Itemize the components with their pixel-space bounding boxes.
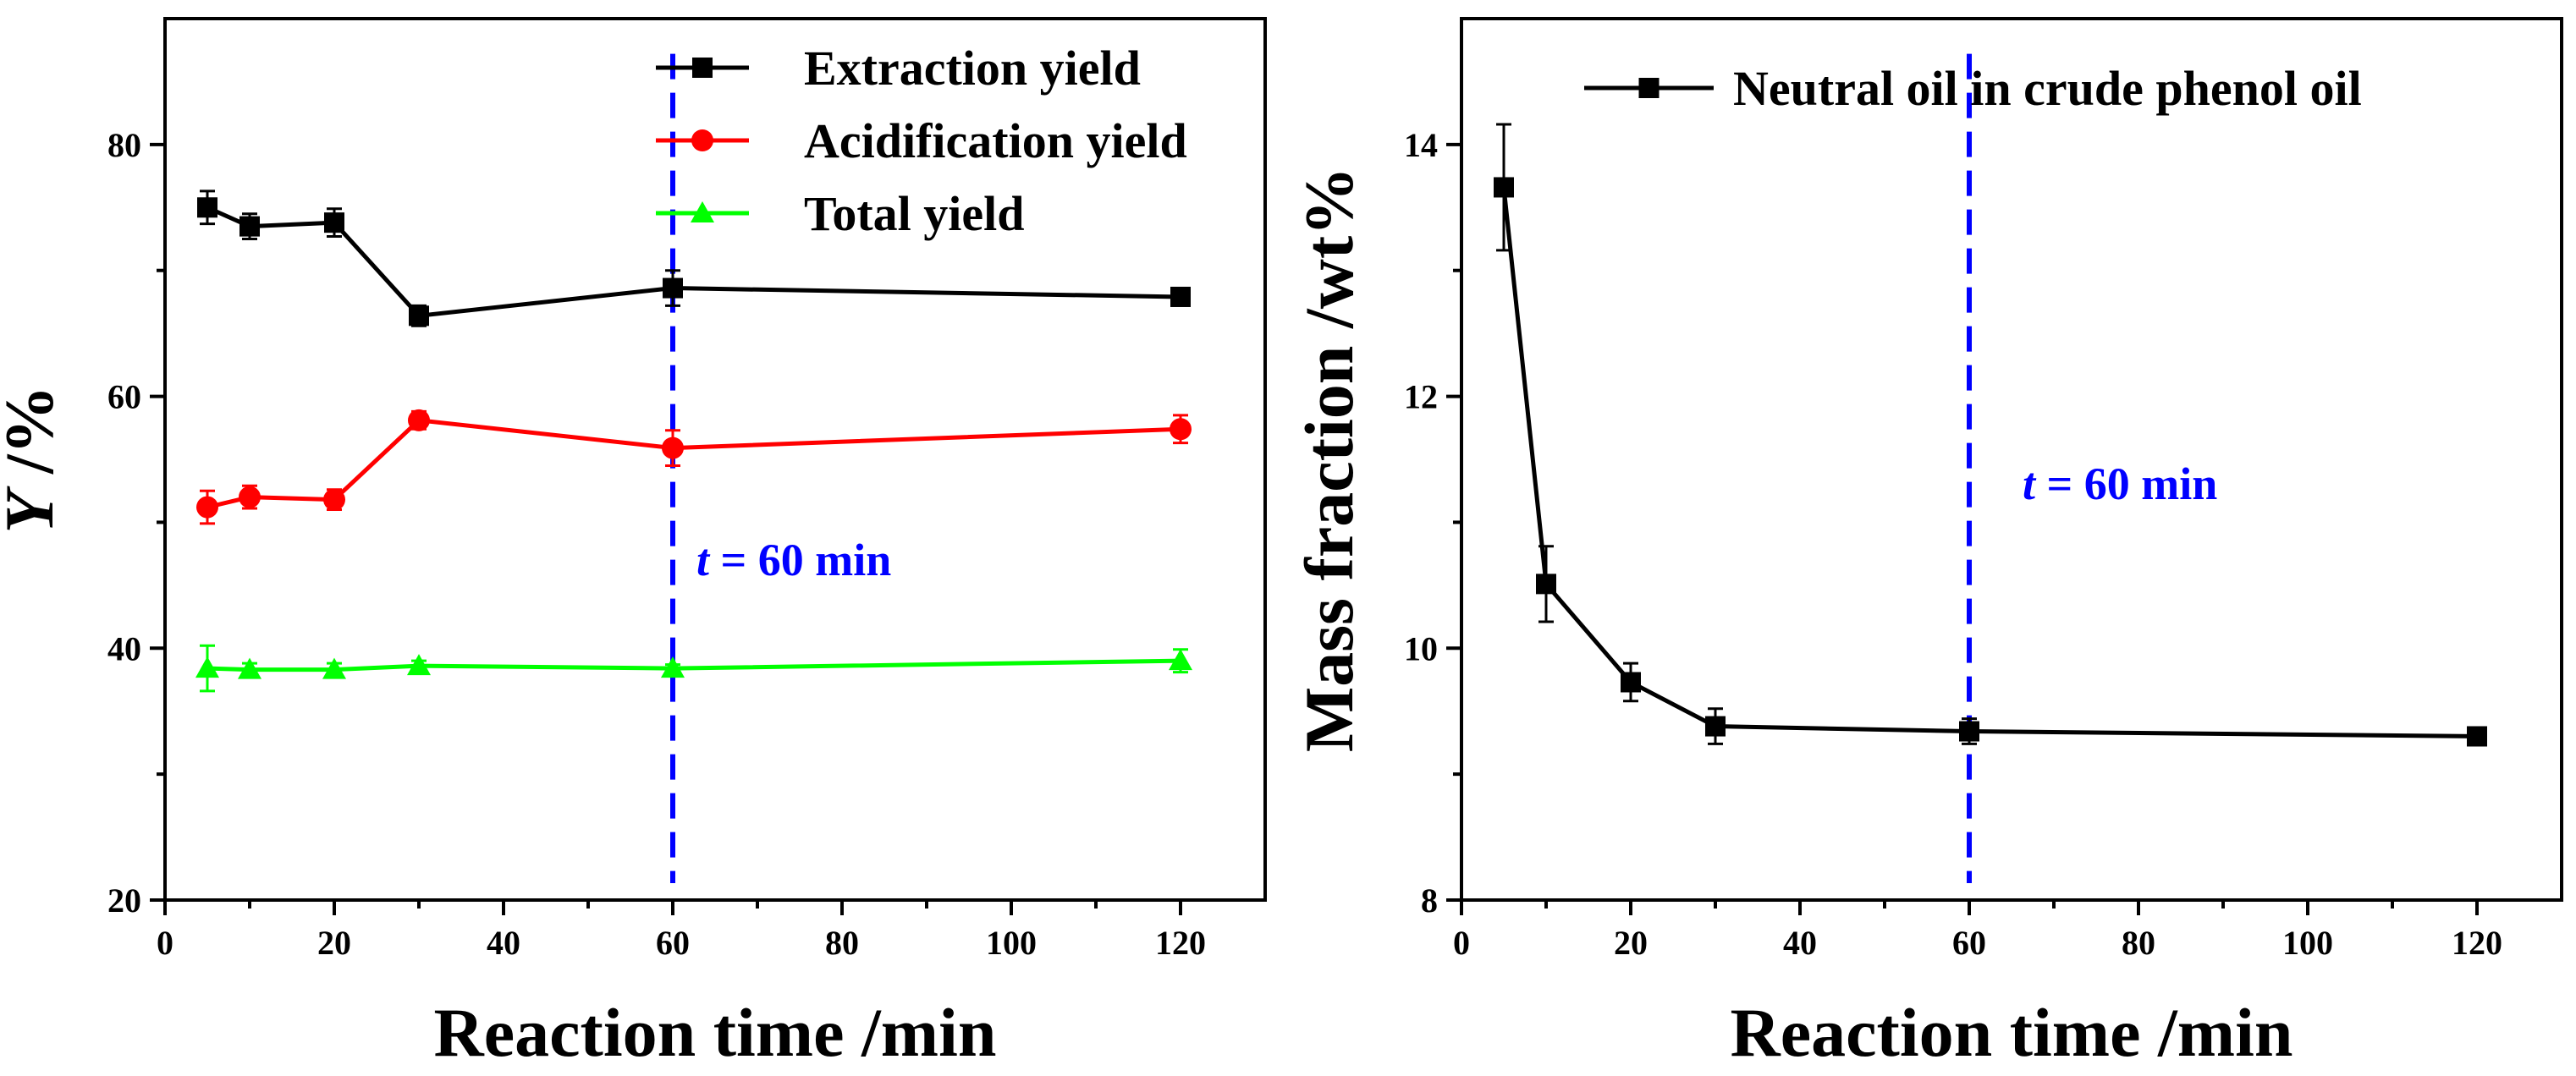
series-line	[206, 206, 1181, 318]
x-tick-label: 60	[656, 924, 690, 962]
x-tick-label: 20	[317, 924, 351, 962]
y-tick-label: 60	[107, 378, 141, 416]
x-tick-label: 120	[1155, 924, 1206, 962]
x-tick-label: 0	[1453, 924, 1470, 962]
y-tick-label: 8	[1421, 881, 1438, 920]
data-point	[662, 436, 684, 459]
annotation-italic: t	[2023, 458, 2037, 509]
annotation-rest: = 60 min	[2035, 458, 2217, 509]
y-tick-label: 80	[107, 126, 141, 164]
legend-marker	[1638, 78, 1660, 98]
data-point	[408, 409, 430, 431]
chart-panel-2: 0 20 40 60 80 100 120 8 10 12 14 Reaction time /min…	[1291, 17, 2563, 1071]
data-point	[197, 197, 217, 218]
data-point	[407, 654, 431, 676]
legend-marker	[692, 58, 713, 78]
legend-entry: Neutral oil in crude phenol oil	[1584, 61, 2362, 116]
data-point	[661, 656, 685, 678]
data-point	[323, 488, 345, 511]
data-point	[238, 657, 261, 679]
annotation-text: t = 60 min	[696, 535, 891, 585]
y-tick-label: 10	[1404, 629, 1438, 667]
x-axis-label: Reaction time /min	[434, 994, 997, 1071]
y-axis-label-italic: Y	[0, 486, 68, 534]
legend-marker	[691, 201, 714, 222]
data-point	[1705, 716, 1726, 737]
data-point	[324, 212, 344, 233]
data-point	[409, 305, 429, 327]
legend-marker	[691, 129, 713, 151]
legend-label: Acidification yield	[804, 113, 1187, 168]
x-tick-label: 100	[986, 924, 1037, 962]
x-tick-label: 80	[825, 924, 859, 962]
series-neutral-oil-in-crude-phenol-oil	[1494, 123, 2487, 747]
data-point	[239, 486, 261, 508]
data-point	[1494, 177, 1514, 198]
legend-label: Extraction yield	[804, 41, 1141, 96]
data-point	[239, 216, 260, 237]
x-tick-label: 60	[1952, 924, 1986, 962]
data-point	[1536, 574, 1556, 595]
y-tick-label: 40	[107, 629, 141, 667]
legend-entry: Extraction yield	[656, 41, 1141, 96]
series-total-yield	[195, 644, 1192, 693]
y-tick-label: 20	[107, 881, 141, 920]
plot-frame	[163, 17, 1267, 902]
x-tick-label: 80	[2122, 924, 2155, 962]
annotation-italic: t	[696, 535, 711, 585]
series-extraction-yield	[197, 189, 1191, 327]
x-tick-label: 20	[1614, 924, 1648, 962]
data-point	[1170, 418, 1192, 441]
annotation-rest: = 60 min	[709, 535, 891, 585]
chart-panel-1: 0 20 40 60 80 100 120 20 40 60 80 Reaction time /mi…	[0, 17, 1267, 1071]
series-line	[206, 658, 1181, 672]
plot-frame	[1460, 17, 2563, 902]
x-tick-label: 100	[2282, 924, 2333, 962]
data-point	[195, 656, 219, 678]
x-tick-label: 120	[2452, 924, 2502, 962]
data-point	[1169, 649, 1192, 671]
data-point	[1170, 286, 1191, 307]
x-tick-label: 0	[157, 924, 173, 962]
series-line	[1501, 187, 2478, 738]
y-axis-label: Mass fraction /wt%	[1291, 167, 1368, 752]
y-axis-label-rest: /%	[0, 385, 68, 491]
series-line	[206, 418, 1181, 509]
annotation-text: t = 60 min	[2023, 458, 2217, 509]
x-axis-label: Reaction time /min	[1731, 994, 2293, 1071]
y-tick-label: 14	[1404, 126, 1438, 164]
data-point	[196, 496, 218, 519]
x-tick-label: 40	[487, 924, 520, 962]
legend-entry: Acidification yield	[656, 113, 1187, 168]
data-point	[2467, 726, 2487, 747]
legend-entry: Total yield	[656, 186, 1025, 241]
series-acidification-yield	[196, 409, 1192, 525]
y-tick-label: 12	[1404, 378, 1438, 416]
legend-label: Neutral oil in crude phenol oil	[1733, 61, 2362, 116]
y-axis-label: Y /%	[0, 385, 68, 533]
x-tick-label: 40	[1783, 924, 1817, 962]
data-point	[663, 277, 683, 299]
data-point	[1621, 672, 1641, 693]
legend-label: Total yield	[804, 186, 1025, 241]
data-point	[322, 657, 346, 679]
data-point	[1959, 721, 1979, 742]
